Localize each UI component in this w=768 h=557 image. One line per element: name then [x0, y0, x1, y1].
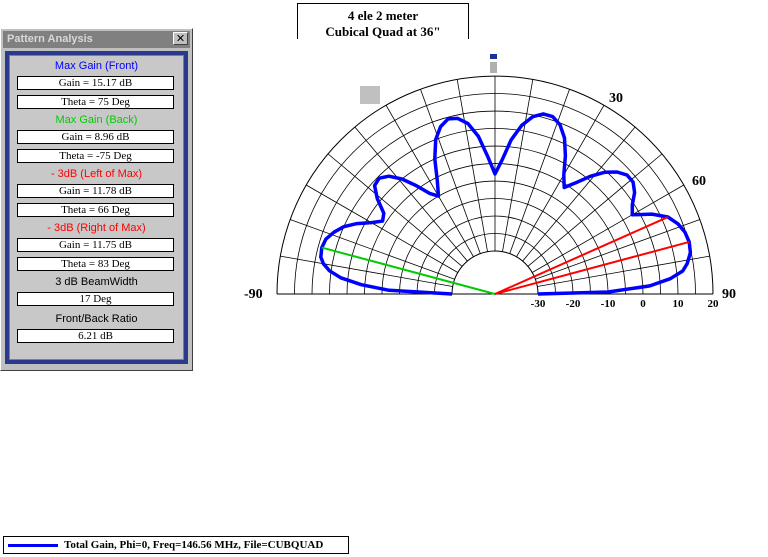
grid-radial	[522, 126, 636, 262]
marker-line	[494, 240, 690, 295]
grid-radial	[532, 184, 684, 273]
grid-radial	[290, 219, 455, 280]
section-heading: - 3dB (Left of Max)	[50, 168, 143, 180]
angle-label: -90	[244, 287, 263, 302]
window-titlebar[interactable]: Pattern Analysis ✕	[3, 31, 190, 48]
value-field: Theta = -75 Deg	[17, 149, 174, 163]
value-field: 17 Deg	[17, 292, 174, 306]
radial-tick-label: -10	[601, 298, 616, 310]
value-field: Theta = 75 Deg	[17, 95, 174, 109]
gray-square-icon	[360, 86, 380, 104]
top-marker-icon	[490, 62, 497, 73]
grid-arc	[451, 250, 539, 295]
analysis-frame: Max Gain (Front) Gain = 15.17 dB Theta = 7…	[5, 51, 188, 364]
grid-radial	[385, 105, 474, 257]
section-heading: 3 dB BeamWidth	[55, 276, 138, 288]
grid-radial	[509, 89, 570, 254]
grid-radial	[527, 153, 663, 267]
value-field: Theta = 66 Deg	[17, 203, 174, 217]
grid-radial	[306, 184, 458, 273]
legend: Total Gain, Phi=0, Freq=146.56 MHz, File…	[3, 536, 349, 554]
polar-pattern-chart: -30 -20 -10 0 10 20 -90 90 30 60	[244, 54, 736, 310]
radial-tick-label: 10	[673, 298, 685, 310]
grid-radial	[420, 89, 481, 254]
marker-line	[321, 246, 496, 295]
value-field: Theta = 83 Deg	[17, 257, 174, 271]
angle-label: 90	[722, 287, 736, 302]
radial-tick-label: 0	[640, 298, 646, 310]
value-field: Gain = 11.78 dB	[17, 184, 174, 198]
close-icon[interactable]: ✕	[173, 32, 188, 45]
section-heading: Max Gain (Front)	[54, 60, 139, 72]
window-title: Pattern Analysis	[7, 33, 93, 45]
plot-title-line1: 4 ele 2 meter	[347, 8, 419, 23]
radial-tick-label: 20	[708, 298, 720, 310]
grid-radial	[280, 255, 453, 287]
value-field: Gain = 15.17 dB	[17, 76, 174, 90]
grid-radial	[502, 79, 534, 252]
grid-radial	[354, 126, 468, 262]
grid-radial	[327, 153, 463, 267]
pattern-analysis-window: Pattern Analysis ✕ Max Gain (Front) Gain …	[0, 28, 193, 371]
value-field: Gain = 8.96 dB	[17, 130, 174, 144]
grid-radial	[516, 105, 605, 257]
angle-label: 30	[609, 91, 623, 106]
analysis-list: Max Gain (Front) Gain = 15.17 dB Theta = 7…	[9, 55, 184, 360]
radial-tick-label: -30	[531, 298, 546, 310]
marker-line	[494, 216, 669, 295]
radial-tick-label: -20	[566, 298, 581, 310]
plot-title-line2: Cubical Quad at 36"	[325, 24, 441, 39]
legend-text: Total Gain, Phi=0, Freq=146.56 MHz, File…	[64, 539, 324, 551]
grid-radial	[537, 255, 710, 287]
top-marker-icon	[490, 54, 497, 59]
section-heading: - 3dB (Right of Max)	[47, 222, 146, 234]
section-heading: Front/Back Ratio	[55, 313, 138, 325]
value-field: 6.21 dB	[17, 329, 174, 343]
grid-radial	[456, 79, 488, 252]
plot-title: 4 ele 2 meter Cubical Quad at 36"	[297, 3, 469, 39]
grid-radial	[535, 219, 700, 280]
section-heading: Max Gain (Back)	[55, 114, 138, 126]
angle-label: 60	[692, 174, 706, 189]
legend-swatch	[8, 544, 58, 547]
pattern-curve	[319, 112, 693, 296]
value-field: Gain = 11.75 dB	[17, 238, 174, 252]
